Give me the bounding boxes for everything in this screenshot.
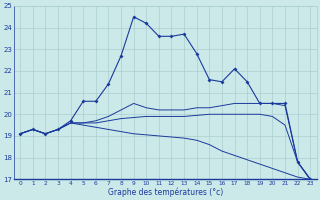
X-axis label: Graphe des températures (°c): Graphe des températures (°c): [108, 187, 223, 197]
